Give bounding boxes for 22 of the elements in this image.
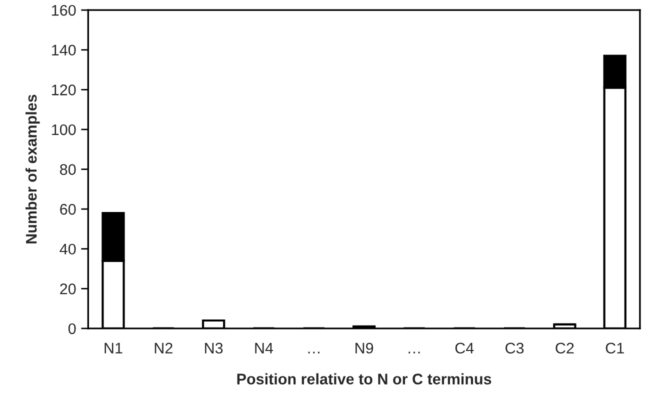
x-tick-label: N9 (356, 342, 374, 354)
x-tick-label: … (308, 352, 320, 354)
x-tick-label: C2 (556, 342, 574, 354)
y-tick-label: 160 (52, 4, 76, 16)
x-tick-label: N2 (154, 342, 172, 354)
y-tick-label: 0 (68, 323, 76, 334)
x-tick-label: N4 (255, 342, 274, 354)
x-tick-label: C1 (606, 342, 624, 354)
x-tick-label: C3 (506, 342, 524, 354)
y-tick-label: 60 (60, 204, 76, 215)
y-tick-label: 80 (60, 164, 76, 175)
y-axis-title: Number of examples (26, 94, 40, 244)
y-tick-label: 20 (60, 284, 76, 294)
x-axis-title: Position relative to N or C terminus (237, 373, 492, 384)
x-tick-label: C4 (455, 342, 474, 354)
x-tick-label: N1 (104, 342, 122, 354)
x-tick-label: … (408, 352, 420, 354)
x-tick-label: N3 (205, 342, 223, 354)
y-tick-label: 140 (52, 44, 76, 56)
y-tick-label: 120 (52, 84, 76, 96)
y-tick-label: 100 (52, 124, 76, 136)
y-tick-label: 40 (60, 244, 76, 255)
